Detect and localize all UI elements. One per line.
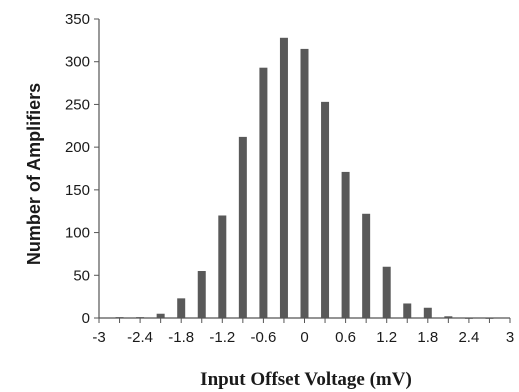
bar [197,271,206,318]
y-tick-label: 50 [73,267,90,284]
y-tick-label: 0 [82,310,90,327]
x-axis-label: Input Offset Voltage (mV) [200,369,412,390]
y-tick-label: 300 [65,54,90,71]
bar [362,213,371,318]
bar [403,303,412,318]
bar [156,313,165,318]
bar [259,67,268,319]
x-tick-label: 1.2 [376,329,397,346]
x-tick-label: -1.8 [168,329,194,346]
bar [382,266,391,318]
y-tick-label: 200 [65,139,90,156]
bar [341,171,350,318]
x-tick-label: 0 [300,329,308,346]
bar [321,101,330,318]
x-tick-label: 2.4 [458,329,479,346]
bar [218,215,227,318]
x-tick-label: -1.2 [209,329,235,346]
bar [444,316,453,318]
x-ticks-group: -3 -2.4 -1.8 -1.2 -0.6 0 0.6 1.2 1.8 2.4 3 [92,318,514,346]
y-tick-label: 150 [65,182,90,199]
x-tick-label: 0.6 [335,329,356,346]
x-tick-label: 3 [506,329,514,346]
bar [177,298,186,318]
bar [300,48,309,319]
x-tick-label: 1.8 [417,329,438,346]
bar [238,136,247,318]
bar [423,307,432,318]
x-tick-label: -2.4 [127,329,153,346]
x-tick-label: -3 [92,329,105,346]
y-tick-label: 100 [65,225,90,242]
x-tick-label: -0.6 [250,329,276,346]
y-axis-label: Number of Amplifiers [24,83,44,265]
bar [279,37,288,319]
bars-group [115,37,494,319]
y-tick-label: 350 [65,11,90,28]
y-ticks-group: 0 50 100 150 200 250 300 350 [65,11,99,327]
y-tick-label: 250 [65,96,90,113]
